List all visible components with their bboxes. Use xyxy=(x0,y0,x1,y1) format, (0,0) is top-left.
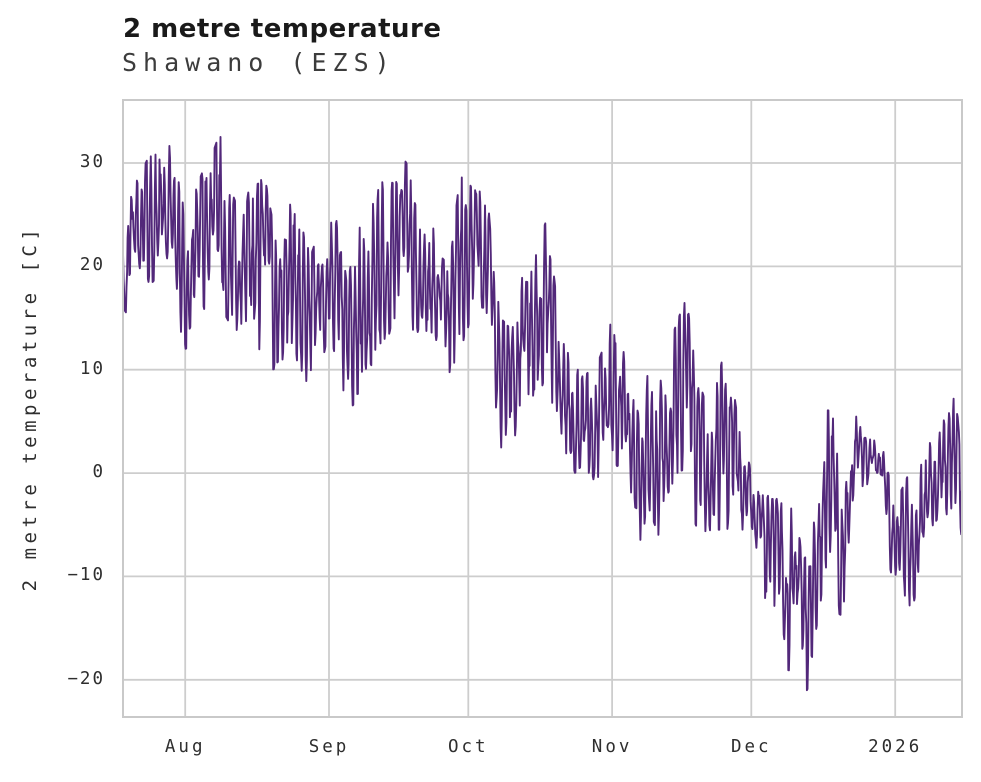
x-tick-label: Aug xyxy=(164,737,206,757)
chart-subtitle: Shawano (EZS) xyxy=(122,48,396,77)
x-tick-label: 2026 xyxy=(868,737,923,757)
y-tick-label: 30 xyxy=(79,152,105,172)
chart-title: 2 metre temperature xyxy=(123,14,442,44)
y-tick-label: 0 xyxy=(92,462,105,483)
y-tick-label: −10 xyxy=(67,565,105,586)
x-tick-label: Dec xyxy=(730,737,772,757)
y-tick-label: 10 xyxy=(79,358,105,379)
x-tick-label: Nov xyxy=(591,737,633,757)
x-tick-label: Sep xyxy=(308,737,350,757)
y-tick-label: 20 xyxy=(79,255,105,276)
temperature-series-line xyxy=(123,135,962,692)
plot-border xyxy=(122,99,963,718)
x-tick-label: Oct xyxy=(447,737,489,757)
y-tick-label: −20 xyxy=(67,668,105,689)
